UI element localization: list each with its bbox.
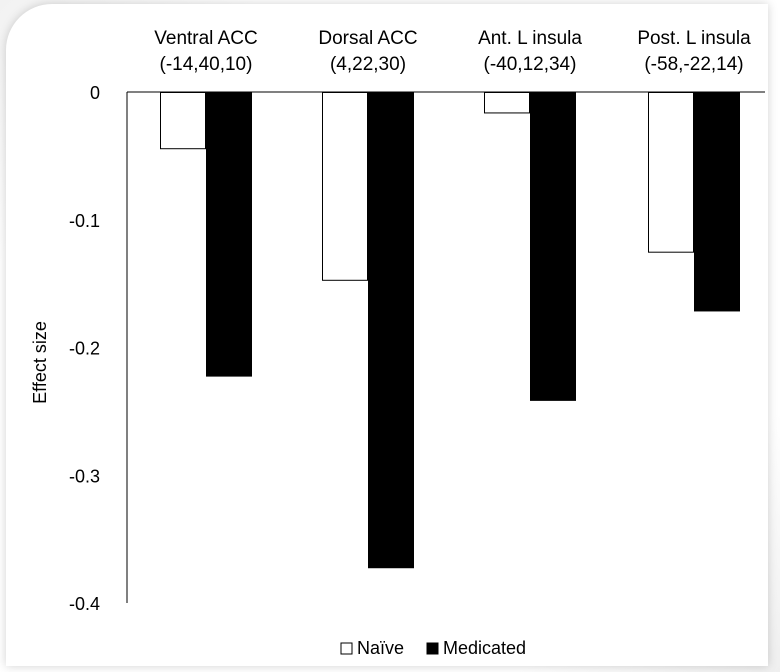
bar-medicated: [530, 92, 576, 401]
bar-medicated: [694, 92, 740, 312]
y-tick-label: 0: [90, 83, 100, 103]
legend-swatch: [426, 642, 439, 655]
bar-naive: [648, 92, 694, 253]
y-tick-label: -0.3: [69, 466, 100, 486]
legend: Naïve Medicated: [340, 638, 526, 658]
y-tick-label: -0.1: [69, 211, 100, 231]
category-coordinates: (-40,12,34): [484, 54, 577, 75]
bar-naive: [160, 92, 206, 150]
category-label: Ant. L insula: [478, 28, 582, 49]
y-axis: 0 -0.1 -0.2 -0.3 -0.4 Effect size: [30, 83, 765, 614]
category-label: Ventral ACC: [154, 28, 258, 49]
bar-medicated: [368, 92, 414, 569]
legend-label: Naïve: [357, 638, 404, 658]
bar-naive: [322, 92, 368, 281]
category-labels: Ventral ACC (-14,40,10) Dorsal ACC (4,22,30…: [154, 28, 751, 75]
y-axis-label: Effect size: [30, 321, 50, 404]
category-label: Post. L insula: [637, 28, 751, 49]
category-coordinates: (4,22,30): [330, 54, 406, 75]
category-coordinates: (-14,40,10): [160, 54, 253, 75]
bar-medicated: [206, 92, 252, 377]
bar-naive: [484, 92, 530, 114]
y-tick-label: -0.4: [69, 594, 100, 614]
category-label: Dorsal ACC: [318, 28, 417, 49]
bars: [160, 92, 740, 569]
legend-label: Medicated: [443, 638, 526, 658]
y-tick-label: -0.2: [69, 339, 100, 359]
category-coordinates: (-58,-22,14): [644, 54, 743, 75]
legend-swatch: [340, 642, 353, 655]
